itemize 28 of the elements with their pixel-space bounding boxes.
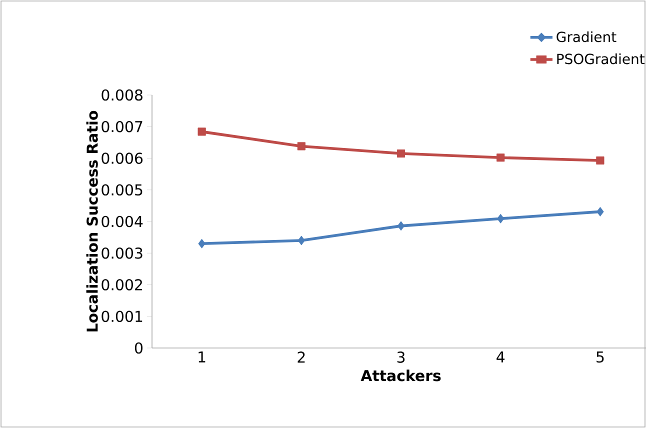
- point: [198, 128, 206, 136]
- y-tick-label: 0.008: [102, 89, 142, 101]
- y-tick-label: 0.004: [102, 216, 143, 228]
- point: [298, 236, 306, 246]
- y-tick-label: 0: [134, 342, 142, 354]
- legend-label: PSOGradient: [557, 53, 645, 64]
- y-tick-label: 0.006: [102, 152, 143, 164]
- point: [198, 238, 206, 248]
- legend-label: Gradient: [556, 31, 616, 42]
- y-axis-title: Localization Success Ratio: [86, 110, 98, 332]
- x-tick-label: 1: [198, 352, 206, 362]
- x-tick-label: 2: [298, 352, 305, 363]
- point: [496, 154, 505, 162]
- point: [496, 214, 504, 224]
- x-tick-label: 4: [496, 352, 505, 362]
- y-tick-label: 0.002: [102, 279, 142, 290]
- y-tick-label: 0.003: [102, 247, 142, 259]
- x-tick-label: 5: [596, 352, 604, 363]
- point: [396, 149, 406, 158]
- point: [297, 142, 306, 150]
- x-axis-title: Attackers: [360, 370, 441, 382]
- point: [397, 221, 405, 231]
- point: [596, 206, 604, 216]
- y-tick-label: 0.007: [102, 120, 142, 132]
- y-tick-label: 0.005: [102, 184, 142, 196]
- x-tick-label: 3: [397, 352, 405, 363]
- point: [596, 156, 604, 165]
- y-tick-label: 0.001: [102, 310, 142, 322]
